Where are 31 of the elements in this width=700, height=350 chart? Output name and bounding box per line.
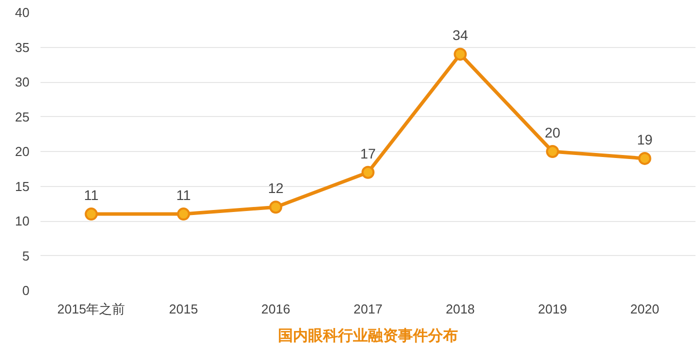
data-label: 12 [268,180,284,196]
x-tick-label: 2018 [446,302,475,316]
point [638,152,652,165]
data-label: 11 [176,187,191,204]
y-tick-label: 40 [15,5,30,20]
point [454,48,467,61]
y-tick-label: 0 [22,283,30,298]
x-tick-label: 2020 [630,302,660,316]
y-tick-label: 10 [15,214,30,228]
point [546,145,560,158]
point [362,166,374,179]
y-tick-label: 5 [22,248,30,264]
y-tick-label: 35 [15,40,30,55]
x-tick-label: 2015年之前 [57,302,126,316]
data-label: 20 [544,124,561,140]
point [84,208,98,221]
x-tick-label: 2017 [354,302,382,316]
point [176,208,190,221]
y-tick-label: 20 [15,144,30,159]
y-tick-label: 15 [15,178,30,194]
x-tick-label: 2019 [538,302,567,316]
y-tick-label: 25 [15,109,30,124]
text: 国内眼科行业融资事件分布 [278,326,458,344]
y-tick-label: 30 [15,74,30,90]
x-tick-label: 2016 [261,302,290,316]
data-label: 11 [84,187,99,204]
x-tick-label: 2015 [169,302,198,316]
data-label: 17 [360,145,376,162]
point [269,200,282,214]
data-label: 19 [636,131,653,148]
data-label: 34 [452,27,468,44]
